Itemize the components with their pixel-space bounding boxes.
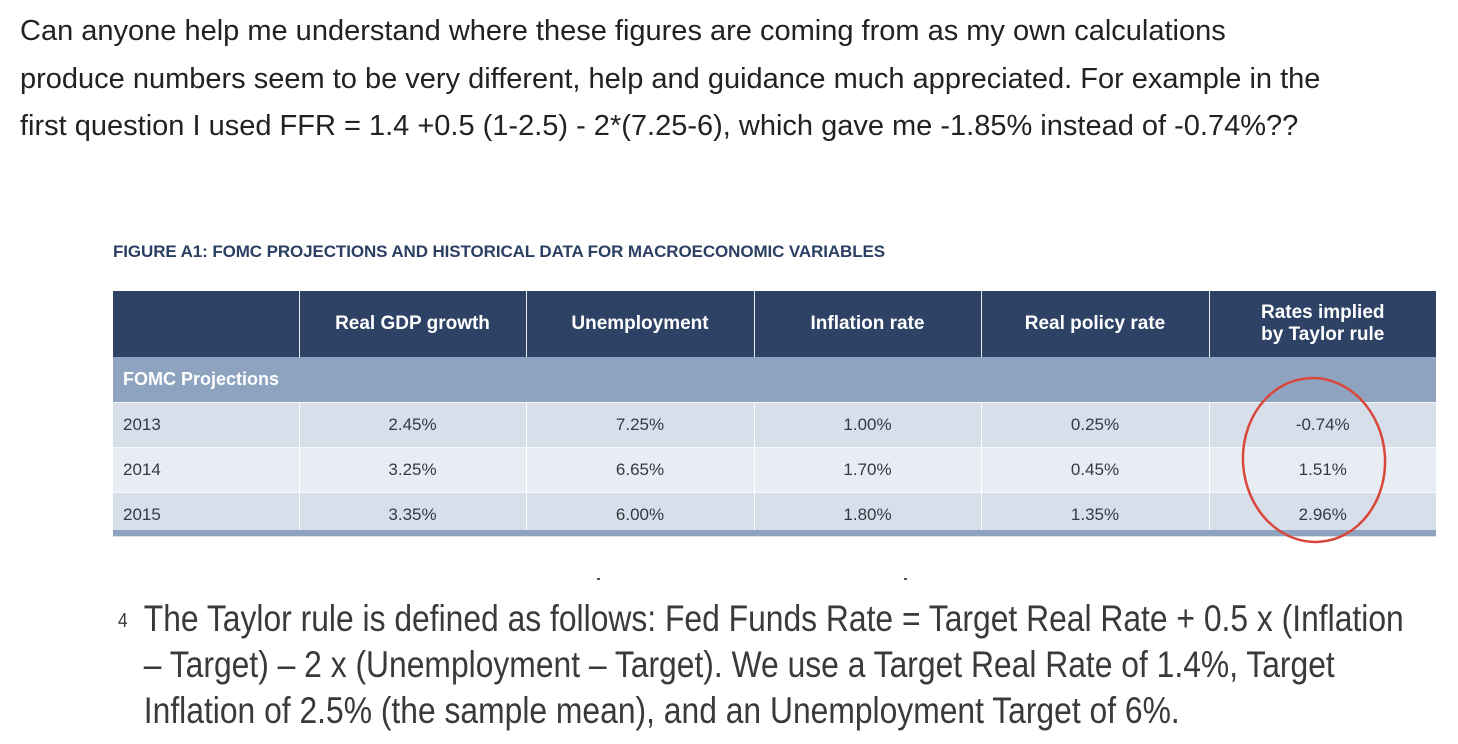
header-taylor-rule-rates: Rates implied by Taylor rule: [1208, 291, 1436, 357]
header-unemployment: Unemployment: [525, 291, 754, 357]
projections-table: Real GDP growth Unemployment Inflation r…: [113, 291, 1436, 537]
question-line: first question I used FFR = 1.4 +0.5 (1-…: [20, 110, 1299, 142]
header-inflation-rate: Inflation rate: [753, 291, 981, 357]
gdp-cell: 2.45%: [298, 402, 526, 448]
header-year: [113, 291, 299, 357]
question-line: Can anyone help me understand where thes…: [20, 15, 1226, 47]
unemployment-cell: 6.65%: [525, 447, 754, 493]
gdp-cell: 3.35%: [298, 492, 526, 537]
unemployment-cell: 6.00%: [525, 492, 754, 537]
policy-rate-cell: 1.35%: [980, 492, 1209, 537]
gdp-cell: 3.25%: [298, 447, 526, 493]
year-cell: 2014: [113, 447, 299, 493]
section-label: FOMC Projections: [113, 357, 1436, 403]
table-row: 2014 3.25% 6.65% 1.70% 0.45% 1.51%: [113, 447, 1436, 493]
stray-mark: [597, 578, 600, 580]
inflation-cell: 1.80%: [753, 492, 981, 537]
footnote-line-1: 4 The Taylor rule is defined as follows: …: [118, 596, 1404, 642]
footnote-line-2: – Target) – 2 x (Unemployment – Target).…: [143, 644, 1335, 685]
taylor-rate-cell: -0.74%: [1208, 402, 1436, 448]
table-row: 2015 3.35% 6.00% 1.80% 1.35% 2.96%: [113, 492, 1436, 537]
footnote: 4 The Taylor rule is defined as follows: …: [118, 596, 1404, 734]
table-bottom-rule: [113, 530, 1436, 536]
question-line: produce numbers seem to be very differen…: [20, 62, 1321, 95]
policy-rate-cell: 0.25%: [980, 402, 1209, 448]
header-real-gdp-growth: Real GDP growth: [298, 291, 526, 357]
table-header-row: Real GDP growth Unemployment Inflation r…: [113, 291, 1436, 357]
highlight-ellipse: [1241, 376, 1387, 544]
figure-title: FIGURE A1: FOMC PROJECTIONS AND HISTORIC…: [113, 242, 885, 261]
unemployment-cell: 7.25%: [525, 402, 754, 448]
highlight-circle: [1241, 376, 1387, 544]
section-row: FOMC Projections: [113, 357, 1436, 403]
footnote-line-3: Inflation of 2.5% (the sample mean), and…: [143, 690, 1180, 731]
header-real-policy-rate: Real policy rate: [980, 291, 1209, 357]
year-cell: 2015: [113, 492, 299, 537]
stray-mark: [904, 578, 907, 580]
policy-rate-cell: 0.45%: [980, 447, 1209, 493]
inflation-cell: 1.00%: [753, 402, 981, 448]
table-row: 2013 2.45% 7.25% 1.00% 0.25% -0.74%: [113, 402, 1436, 448]
year-cell: 2013: [113, 402, 299, 448]
question-text: Can anyone help me understand where thes…: [20, 8, 1458, 151]
inflation-cell: 1.70%: [753, 447, 981, 493]
footnote-text: The Taylor rule is defined as follows: F…: [143, 598, 1404, 639]
footnote-number: 4: [118, 610, 128, 632]
taylor-rate-cell: 2.96%: [1208, 492, 1436, 537]
